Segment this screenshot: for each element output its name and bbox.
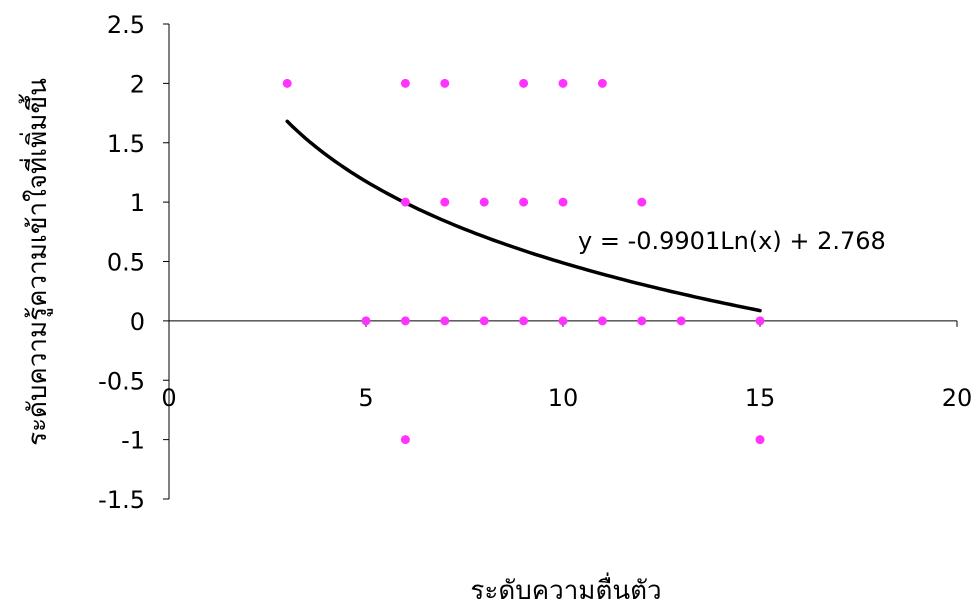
data-point bbox=[479, 316, 489, 326]
data-point bbox=[597, 316, 607, 326]
data-point bbox=[400, 197, 410, 207]
y-tick-label: 2.5 bbox=[107, 11, 145, 39]
data-point bbox=[637, 316, 647, 326]
x-tick-label: 20 bbox=[942, 384, 973, 412]
data-point bbox=[519, 197, 529, 207]
y-tick-label: 0 bbox=[130, 308, 145, 336]
y-tick-label: 1.5 bbox=[107, 130, 145, 158]
data-point bbox=[755, 435, 765, 445]
x-tick-label: 10 bbox=[548, 384, 579, 412]
data-point bbox=[519, 316, 529, 326]
data-point bbox=[755, 316, 765, 326]
x-axis-title: ระดับความตื่นตัว bbox=[470, 572, 661, 606]
x-tick-label: 15 bbox=[745, 384, 776, 412]
x-tick-label: 5 bbox=[358, 384, 373, 412]
y-tick-label: 2 bbox=[130, 70, 145, 98]
data-point bbox=[558, 197, 568, 207]
y-tick-label: 1 bbox=[130, 189, 145, 217]
data-point bbox=[558, 316, 568, 326]
data-point bbox=[637, 197, 647, 207]
trendline-group bbox=[285, 119, 762, 313]
data-point bbox=[440, 316, 450, 326]
data-point bbox=[479, 197, 489, 207]
data-point bbox=[400, 435, 410, 445]
y-tick-label: -1.5 bbox=[98, 486, 145, 514]
data-point bbox=[440, 197, 450, 207]
trendline bbox=[285, 119, 762, 313]
ticks: 2.5 2 1.5 1 0.5 0 -0.5 -1 -1.5 0 5 10 15 20 bbox=[98, 11, 972, 514]
trendline-equation: y = -0.9901Ln(x) + 2.768 bbox=[578, 227, 886, 255]
y-tick-label: -1 bbox=[121, 427, 145, 455]
data-point bbox=[400, 316, 410, 326]
points-group bbox=[282, 78, 765, 445]
y-tick-label: 0.5 bbox=[107, 249, 145, 277]
data-point bbox=[558, 78, 568, 88]
y-tick-label: -0.5 bbox=[98, 367, 145, 395]
data-point bbox=[282, 78, 292, 88]
data-point bbox=[400, 78, 410, 88]
x-tick-label: 0 bbox=[161, 384, 176, 412]
data-point bbox=[361, 316, 371, 326]
data-point bbox=[519, 78, 529, 88]
data-point bbox=[440, 78, 450, 88]
data-point bbox=[676, 316, 686, 326]
data-point bbox=[597, 78, 607, 88]
y-axis-title: ระดับความรู้ความเข้าใจที่เพิ่มขึ้น bbox=[18, 78, 53, 446]
